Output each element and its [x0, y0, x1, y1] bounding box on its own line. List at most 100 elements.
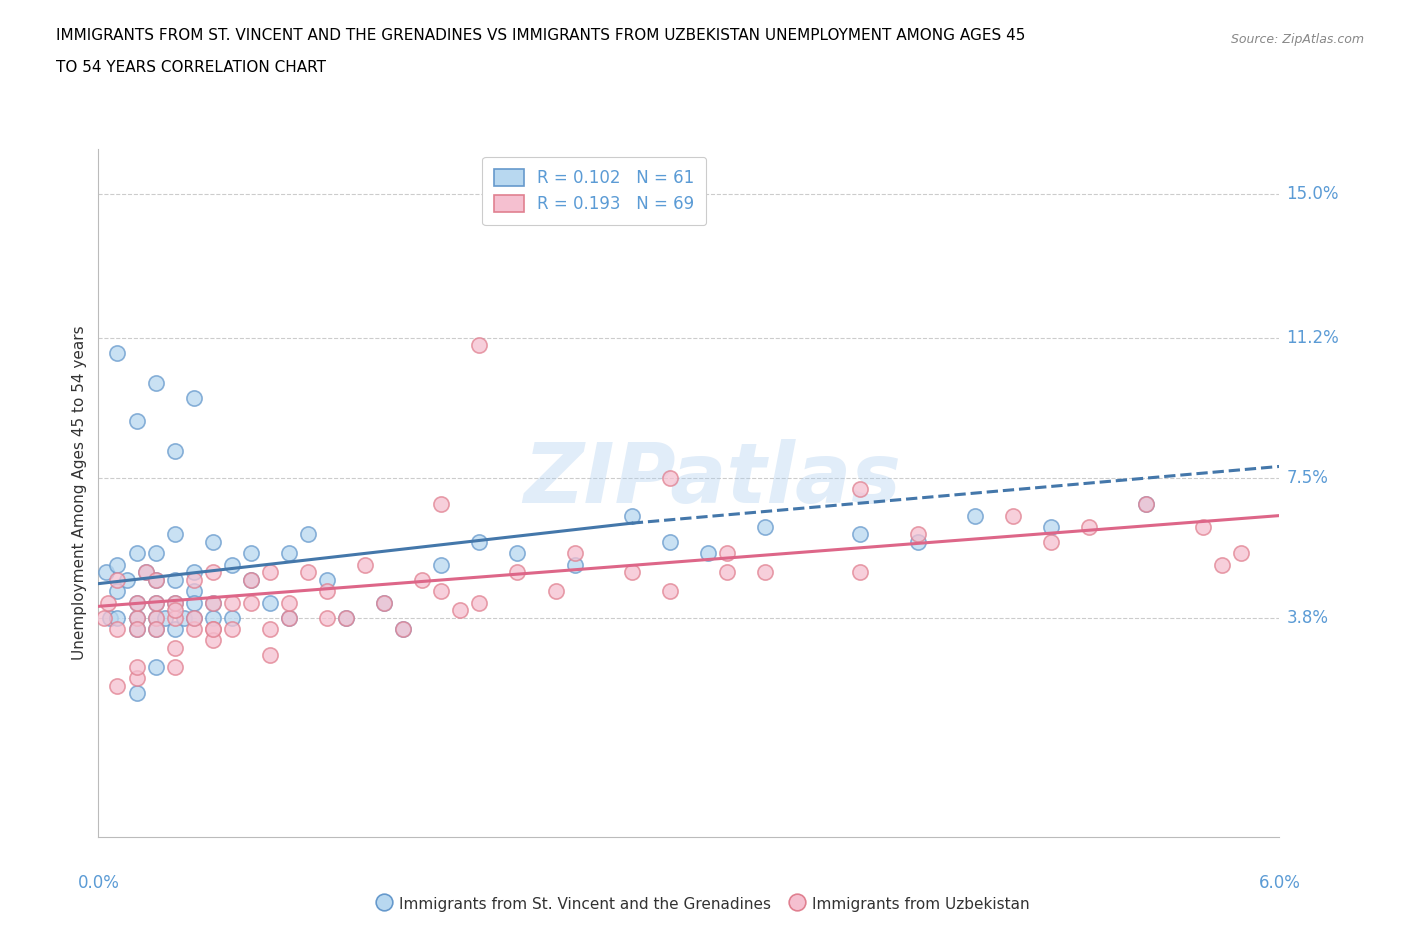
Point	[963, 508, 986, 523]
Point	[163, 573, 186, 588]
Text: 0.0%: 0.0%	[77, 874, 120, 892]
Point	[145, 573, 167, 588]
Point	[107, 678, 129, 693]
Point	[153, 610, 176, 625]
Point	[107, 346, 129, 361]
Point	[125, 595, 148, 610]
Point	[145, 659, 167, 674]
Point	[163, 621, 186, 636]
Point	[620, 508, 643, 523]
Point	[183, 610, 205, 625]
Point	[239, 595, 262, 610]
Point	[201, 633, 224, 648]
Point	[392, 621, 415, 636]
Point	[506, 565, 529, 579]
Point	[163, 659, 186, 674]
Point	[430, 557, 453, 572]
Point	[259, 595, 281, 610]
Point	[849, 527, 872, 542]
Point	[373, 595, 395, 610]
Text: 6.0%: 6.0%	[1258, 874, 1301, 892]
Point	[145, 595, 167, 610]
Point	[145, 621, 167, 636]
Point	[716, 565, 738, 579]
Point	[392, 621, 415, 636]
Text: IMMIGRANTS FROM ST. VINCENT AND THE GRENADINES VS IMMIGRANTS FROM UZBEKISTAN UNE: IMMIGRANTS FROM ST. VINCENT AND THE GREN…	[56, 28, 1025, 43]
Point	[173, 610, 195, 625]
Point	[1039, 520, 1062, 535]
Point	[201, 621, 224, 636]
Point	[125, 610, 148, 625]
Point	[97, 595, 120, 610]
Point	[754, 520, 776, 535]
Point	[907, 535, 929, 550]
Point	[259, 648, 281, 663]
Point	[239, 546, 262, 561]
Point	[1135, 497, 1157, 512]
Point	[107, 557, 129, 572]
Point	[658, 584, 681, 599]
Point	[697, 546, 720, 561]
Point	[1078, 520, 1101, 535]
Point	[94, 565, 117, 579]
Point	[277, 595, 299, 610]
Point	[125, 595, 148, 610]
Point	[335, 610, 357, 625]
Point	[163, 595, 186, 610]
Point	[373, 595, 395, 610]
Point	[125, 671, 148, 685]
Point	[277, 610, 299, 625]
Text: ZIPatlas: ZIPatlas	[523, 439, 901, 520]
Point	[620, 565, 643, 579]
Point	[201, 621, 224, 636]
Point	[183, 565, 205, 579]
Point	[145, 610, 167, 625]
Point	[277, 610, 299, 625]
Legend: Immigrants from St. Vincent and the Grenadines, Immigrants from Uzbekistan: Immigrants from St. Vincent and the Gren…	[370, 889, 1036, 918]
Point	[135, 565, 157, 579]
Point	[145, 621, 167, 636]
Point	[115, 573, 138, 588]
Point	[163, 603, 186, 618]
Point	[145, 376, 167, 391]
Text: TO 54 YEARS CORRELATION CHART: TO 54 YEARS CORRELATION CHART	[56, 60, 326, 75]
Text: 11.2%: 11.2%	[1286, 329, 1340, 347]
Point	[125, 546, 148, 561]
Point	[125, 414, 148, 429]
Point	[544, 584, 567, 599]
Point	[1135, 497, 1157, 512]
Point	[221, 557, 243, 572]
Point	[201, 595, 224, 610]
Point	[163, 444, 186, 458]
Point	[354, 557, 377, 572]
Point	[1001, 508, 1024, 523]
Point	[754, 565, 776, 579]
Point	[201, 610, 224, 625]
Point	[201, 595, 224, 610]
Legend: R = 0.102   N = 61, R = 0.193   N = 69: R = 0.102 N = 61, R = 0.193 N = 69	[482, 157, 706, 225]
Point	[183, 595, 205, 610]
Point	[93, 610, 115, 625]
Point	[564, 557, 586, 572]
Point	[163, 641, 186, 656]
Point	[1192, 520, 1215, 535]
Point	[107, 621, 129, 636]
Point	[239, 573, 262, 588]
Point	[145, 595, 167, 610]
Point	[163, 610, 186, 625]
Point	[411, 573, 433, 588]
Point	[449, 603, 471, 618]
Point	[259, 621, 281, 636]
Point	[201, 535, 224, 550]
Text: 3.8%: 3.8%	[1286, 608, 1329, 627]
Point	[1211, 557, 1233, 572]
Point	[468, 338, 491, 352]
Point	[98, 610, 121, 625]
Point	[316, 573, 339, 588]
Point	[907, 527, 929, 542]
Point	[183, 573, 205, 588]
Point	[125, 610, 148, 625]
Point	[316, 610, 339, 625]
Point	[430, 584, 453, 599]
Point	[145, 546, 167, 561]
